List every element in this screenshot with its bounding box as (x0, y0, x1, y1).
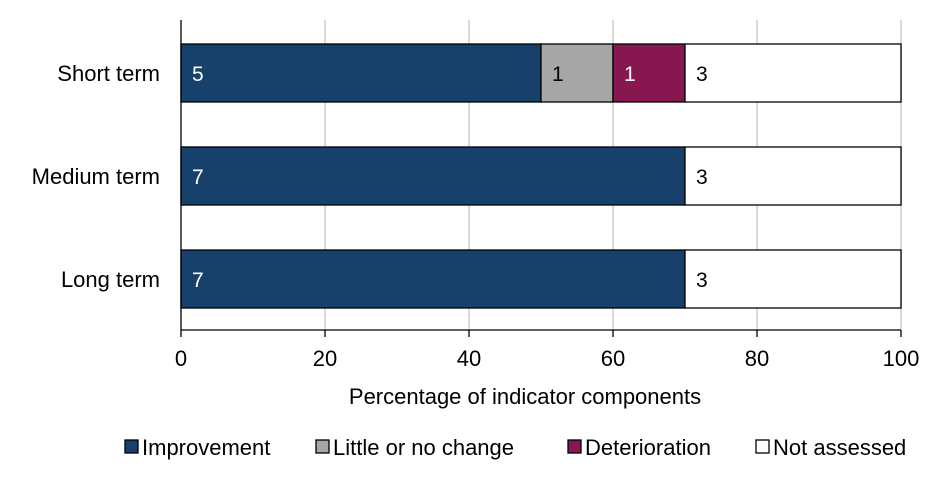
bar-segment (180, 249, 686, 309)
x-tick-label: 0 (175, 346, 187, 371)
bar-segment (684, 249, 902, 309)
legend-label: Little or no change (333, 435, 514, 460)
x-tick-label: 40 (457, 346, 481, 371)
category-label: Long term (61, 267, 160, 292)
data-label: 5 (192, 63, 204, 86)
data-label: 1 (624, 63, 636, 86)
bar-segment (684, 146, 902, 206)
legend-label: Deterioration (585, 435, 711, 460)
data-label: 1 (552, 63, 564, 86)
data-label: 7 (192, 166, 204, 189)
bar-segment (180, 146, 686, 206)
data-label: 3 (696, 269, 708, 292)
axes: Short term Medium term Long term 0 20 40 60 80 1… (32, 20, 920, 371)
x-tick-label: 80 (745, 346, 769, 371)
legend-swatch (755, 439, 770, 454)
legend-label: Improvement (142, 435, 270, 460)
legend: Improvement Little or no change Deteriorat… (124, 435, 906, 460)
category-label: Medium term (32, 164, 160, 189)
bar-segment (540, 43, 614, 103)
x-tick-label: 20 (313, 346, 337, 371)
legend-swatch (315, 439, 330, 454)
legend-label: Not assessed (773, 435, 906, 460)
legend-swatch (124, 439, 139, 454)
x-tick-label: 100 (883, 346, 920, 371)
data-label: 7 (192, 269, 204, 292)
category-label: Short term (57, 61, 160, 86)
bar-segment (684, 43, 902, 103)
bar-segment (180, 43, 542, 103)
bars: 5 1 1 3 7 3 7 3 (180, 43, 902, 309)
legend-swatch (567, 439, 582, 454)
data-label: 3 (696, 63, 708, 86)
x-axis-title: Percentage of indicator components (349, 384, 701, 409)
data-label: 3 (696, 166, 708, 189)
bar-segment (612, 43, 686, 103)
x-tick-label: 60 (601, 346, 625, 371)
